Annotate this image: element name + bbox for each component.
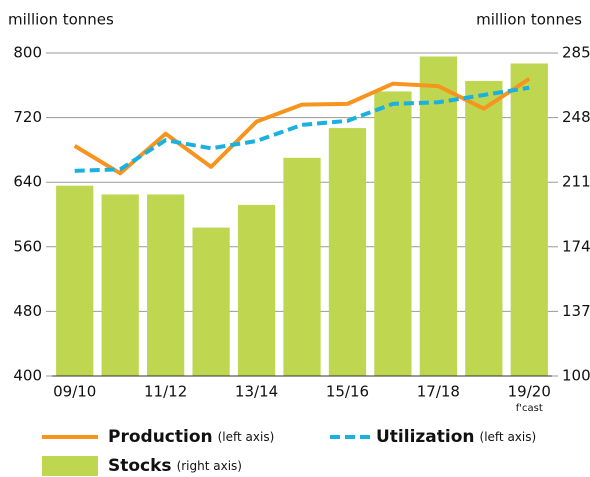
x-tick-label: 15/16 xyxy=(326,383,369,401)
legend-name: Production xyxy=(108,427,213,447)
legend-swatch xyxy=(42,456,98,476)
legend-label: Utilization (left axis) xyxy=(376,427,536,447)
production-line xyxy=(73,77,531,176)
y-axis-label: million tonnes xyxy=(8,11,114,29)
bar xyxy=(374,91,412,376)
bar xyxy=(56,185,94,376)
legend-item: Production (left axis) xyxy=(42,427,274,447)
bar xyxy=(510,63,548,376)
annotation: f'cast xyxy=(516,403,543,414)
legend-item: Stocks (right axis) xyxy=(42,456,242,476)
y-tick-label: 480 xyxy=(13,302,42,320)
legend-note: (left axis) xyxy=(480,430,537,444)
x-tick-label: 19/20 xyxy=(508,383,551,401)
bar xyxy=(237,204,276,376)
legend-note: (right axis) xyxy=(177,459,242,473)
x-tick-label: 11/12 xyxy=(144,383,187,401)
bar xyxy=(419,56,457,377)
legend-label: Production (left axis) xyxy=(108,427,274,447)
y2-tick-label: 248 xyxy=(562,108,590,126)
legend-note: (left axis) xyxy=(218,430,275,444)
x-tick-label: 09/10 xyxy=(53,383,96,401)
utilization-line xyxy=(74,85,530,173)
x-tick-label: 17/18 xyxy=(417,383,460,401)
y-tick-label: 720 xyxy=(13,108,42,126)
legend-item: Utilization (left axis) xyxy=(330,427,536,447)
y-tick-label: 560 xyxy=(13,237,42,255)
bar xyxy=(283,157,321,376)
bar xyxy=(101,194,139,376)
y2-tick-label: 285 xyxy=(562,44,590,62)
x-tick-label: 13/14 xyxy=(235,383,278,401)
y-tick-label: 400 xyxy=(13,367,42,385)
y2-tick-label: 211 xyxy=(562,173,590,191)
legend-label: Stocks (right axis) xyxy=(108,456,242,476)
y2-tick-label: 137 xyxy=(562,302,590,320)
bar xyxy=(465,80,503,377)
y-tick-label: 640 xyxy=(13,173,42,191)
y2-axis-label: million tonnes xyxy=(476,11,582,29)
legend-name: Utilization xyxy=(376,427,475,447)
y-tick-label: 800 xyxy=(13,44,42,62)
legend-name: Stocks xyxy=(108,456,172,476)
bar xyxy=(192,227,230,376)
y2-tick-label: 174 xyxy=(562,237,590,255)
bar xyxy=(328,128,367,376)
y2-tick-label: 100 xyxy=(562,367,590,385)
bar xyxy=(147,194,185,376)
